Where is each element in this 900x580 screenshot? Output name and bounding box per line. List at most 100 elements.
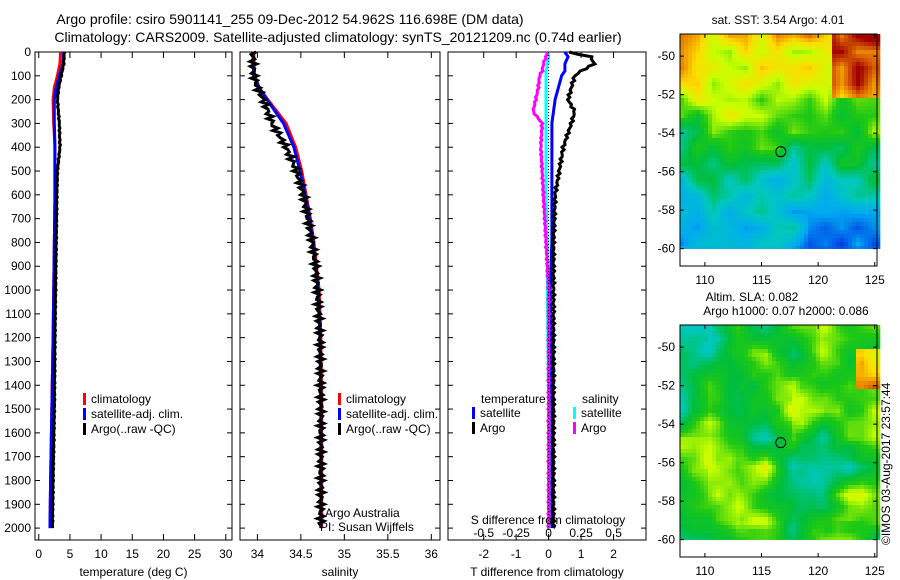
map-cell	[736, 130, 741, 135]
map-cell	[736, 186, 741, 191]
map-cell	[864, 481, 869, 486]
map-cell	[872, 405, 877, 410]
map-cell	[804, 477, 809, 482]
map-cell	[736, 158, 741, 163]
map-cell	[704, 38, 709, 43]
map-cell	[680, 74, 685, 79]
map-cell	[788, 222, 793, 227]
map-cell	[752, 397, 757, 402]
map-cell	[684, 226, 689, 231]
map-cell	[784, 78, 789, 83]
map-cell	[848, 469, 853, 474]
map-cell	[876, 158, 881, 163]
map-cell	[760, 154, 765, 159]
map-cell	[748, 381, 753, 386]
map-cell	[780, 381, 785, 386]
map-cell	[696, 110, 701, 115]
map-cell	[748, 389, 753, 394]
map-cell	[688, 353, 693, 358]
map-cell	[872, 333, 877, 338]
map-cell	[732, 441, 737, 446]
map-cell	[784, 34, 789, 39]
x-tick-label: 20	[157, 547, 171, 561]
map-cell	[788, 449, 793, 454]
map-cell	[712, 385, 717, 390]
map-cell	[784, 242, 789, 247]
map-cell	[708, 389, 713, 394]
map-cell	[760, 214, 765, 219]
map-cell	[872, 98, 877, 103]
map-cell	[700, 377, 705, 382]
map-cell	[868, 365, 873, 370]
map-cell	[736, 226, 741, 231]
map-cell	[776, 186, 781, 191]
map-cell	[756, 90, 761, 95]
map-cell	[800, 437, 805, 442]
map-cell	[868, 162, 873, 167]
map-cell	[776, 238, 781, 243]
map-cell	[836, 130, 841, 135]
map-cell	[740, 66, 745, 71]
map-cell	[712, 94, 717, 99]
map-cell	[756, 158, 761, 163]
map-cell	[828, 345, 833, 350]
map-cell	[860, 146, 865, 151]
map-cell	[688, 381, 693, 386]
map-cell	[700, 226, 705, 231]
map-cell	[824, 353, 829, 358]
map-cell	[688, 325, 693, 330]
map-cell	[848, 389, 853, 394]
map-cell	[844, 78, 849, 83]
map-cell	[872, 453, 877, 458]
map-cell	[736, 162, 741, 167]
x-tick-label: 15	[126, 547, 140, 561]
map-cell	[860, 42, 865, 47]
map-cell	[688, 345, 693, 350]
map-cell	[828, 437, 833, 442]
map-cell	[728, 465, 733, 470]
map-cell	[856, 62, 861, 67]
map-cell	[876, 86, 881, 91]
map-cell	[692, 206, 697, 211]
map-cell	[752, 393, 757, 398]
map-cell	[796, 369, 801, 374]
map-cell	[864, 106, 869, 111]
map-cell	[728, 170, 733, 175]
map-cell	[824, 457, 829, 462]
map-cell	[708, 230, 713, 235]
map-cell	[684, 238, 689, 243]
map-cell	[720, 42, 725, 47]
map-cell	[840, 194, 845, 199]
map-cell	[748, 409, 753, 414]
map-cell	[800, 74, 805, 79]
map-cell	[684, 337, 689, 342]
map-cell	[804, 329, 809, 334]
map-cell	[860, 325, 865, 330]
map-cell	[768, 409, 773, 414]
map-cell	[724, 198, 729, 203]
map-cell	[720, 110, 725, 115]
map-cell	[860, 82, 865, 87]
map-cell	[796, 70, 801, 75]
map-cell	[744, 433, 749, 438]
map-cell	[804, 202, 809, 207]
map-cell	[832, 433, 837, 438]
map-cell	[836, 361, 841, 366]
map-cell	[800, 86, 805, 91]
map-cell	[780, 465, 785, 470]
map-cell	[748, 401, 753, 406]
map-cell	[792, 222, 797, 227]
map-cell	[716, 333, 721, 338]
map-cell	[724, 110, 729, 115]
map-cell	[832, 210, 837, 215]
map-cell	[828, 194, 833, 199]
map-cell	[712, 373, 717, 378]
map-cell	[812, 34, 817, 39]
map-cell	[788, 162, 793, 167]
map-cell	[868, 74, 873, 79]
map-cell	[864, 154, 869, 159]
map-cell	[868, 210, 873, 215]
map-cell	[856, 106, 861, 111]
map-cell	[780, 234, 785, 239]
map-cell	[708, 333, 713, 338]
